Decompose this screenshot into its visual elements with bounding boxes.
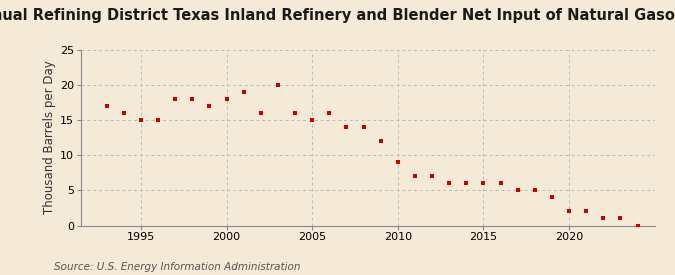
Point xyxy=(547,195,558,200)
Point xyxy=(101,104,112,108)
Point xyxy=(392,160,403,164)
Point xyxy=(615,216,626,221)
Point xyxy=(118,111,129,115)
Point xyxy=(358,125,369,129)
Point xyxy=(273,82,284,87)
Point xyxy=(341,125,352,129)
Point xyxy=(136,118,146,122)
Point xyxy=(512,188,523,192)
Point xyxy=(187,97,198,101)
Point xyxy=(221,97,232,101)
Point xyxy=(410,174,421,178)
Point xyxy=(324,111,335,115)
Text: Annual Refining District Texas Inland Refinery and Blender Net Input of Natural : Annual Refining District Texas Inland Re… xyxy=(0,8,675,23)
Point xyxy=(461,181,472,185)
Point xyxy=(478,181,489,185)
Point xyxy=(444,181,455,185)
Point xyxy=(529,188,540,192)
Point xyxy=(204,104,215,108)
Text: Source: U.S. Energy Information Administration: Source: U.S. Energy Information Administ… xyxy=(54,262,300,272)
Point xyxy=(255,111,266,115)
Point xyxy=(375,139,386,143)
Point xyxy=(307,118,318,122)
Point xyxy=(581,209,592,214)
Point xyxy=(153,118,163,122)
Point xyxy=(632,223,643,228)
Point xyxy=(290,111,300,115)
Point xyxy=(427,174,437,178)
Point xyxy=(564,209,574,214)
Point xyxy=(238,90,249,94)
Y-axis label: Thousand Barrels per Day: Thousand Barrels per Day xyxy=(43,60,56,215)
Point xyxy=(170,97,181,101)
Point xyxy=(598,216,609,221)
Point xyxy=(495,181,506,185)
